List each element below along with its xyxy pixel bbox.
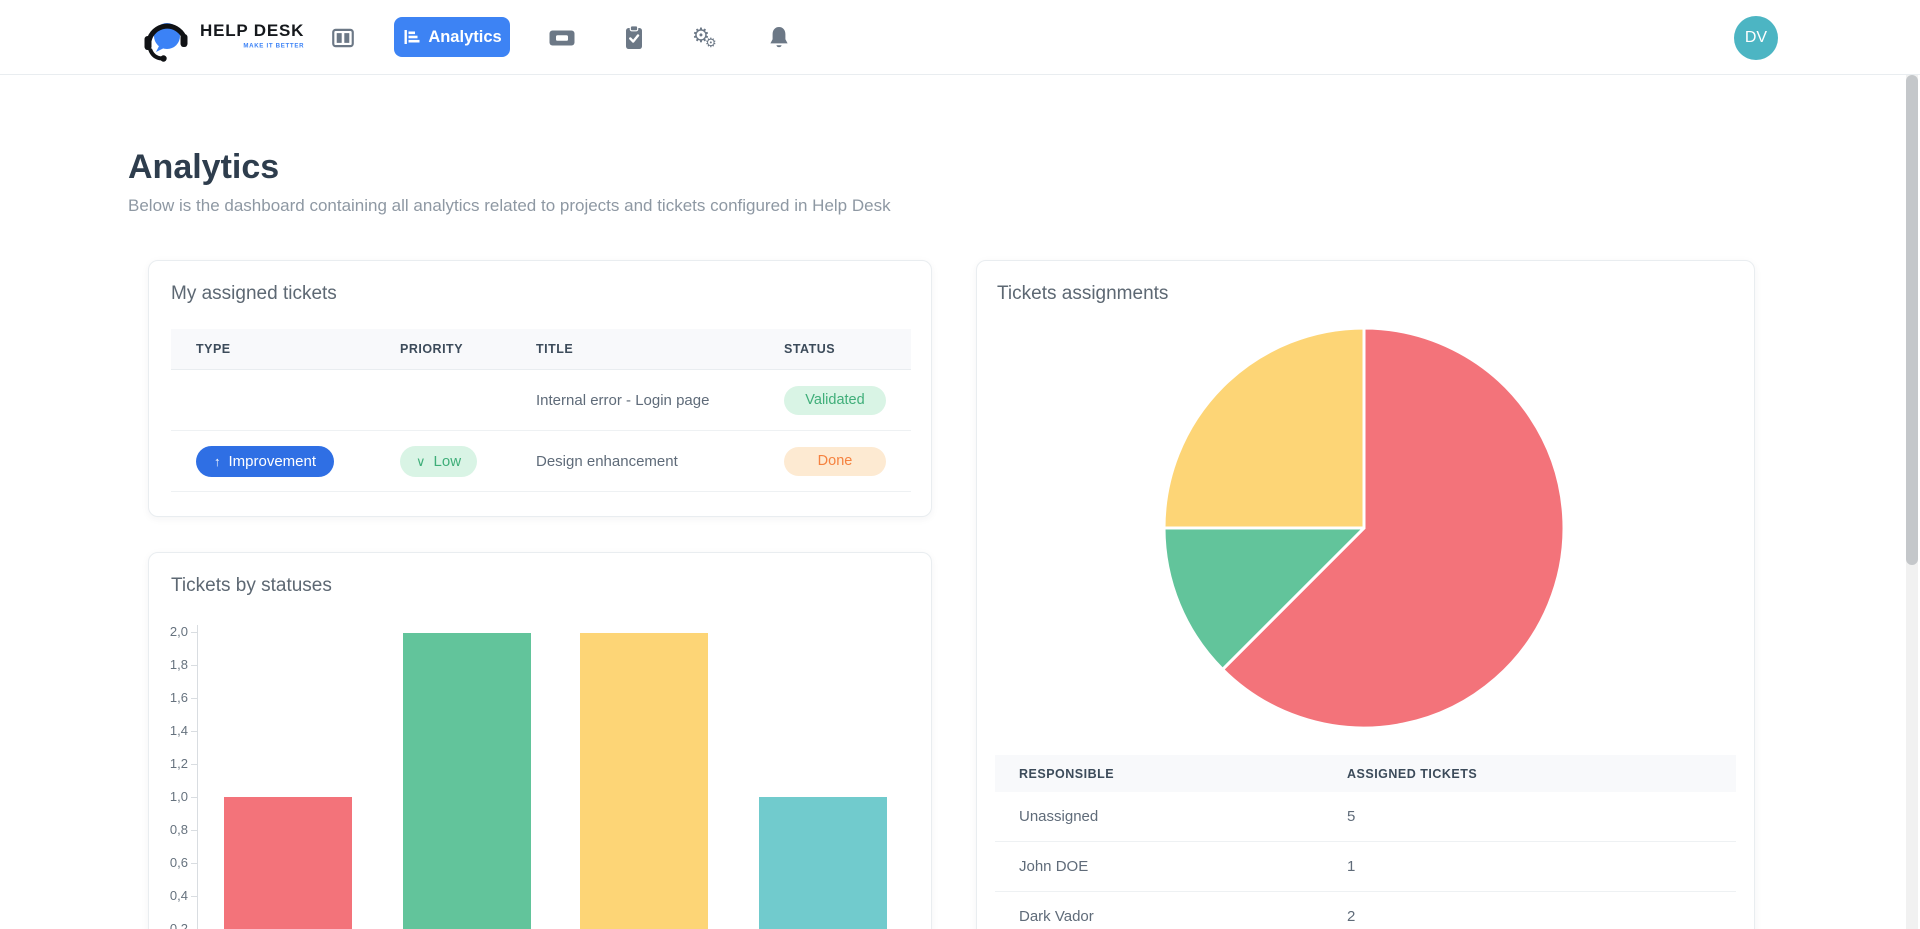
status-badge: Validated: [784, 385, 886, 415]
table-row: Unassigned 5: [995, 792, 1736, 842]
status-badge: Done: [784, 446, 886, 476]
table-row: John DOE 1: [995, 842, 1736, 892]
type-badge: ↑ Improvement: [196, 445, 335, 477]
page-subtitle: Below is the dashboard containing all an…: [128, 196, 891, 215]
nav-settings-button[interactable]: ⚙ ⚙: [692, 0, 717, 75]
brand-name: HELP DESK: [200, 20, 305, 40]
statuses-bar-chart: 2,0 1,8 1,6 1,4 1,2 1,0 0,8 0,6 0,4 0,2: [149, 553, 933, 929]
nav-board-button[interactable]: [330, 0, 356, 75]
y-tick-label: 0,4: [169, 888, 188, 903]
status-cell: Done: [759, 446, 911, 476]
notifications-bell-icon: [770, 26, 788, 47]
ticket-icon: [549, 30, 575, 45]
responsible-cell: John DOE: [1019, 858, 1089, 875]
pie-slice-john-doe: [1164, 526, 1366, 671]
tickets-assignments-card: Tickets assignments RESPONSIBLE ASSIGNED …: [976, 260, 1755, 929]
y-tick-mark: [191, 665, 197, 666]
type-cell: ↑ Improvement: [171, 445, 375, 477]
y-tick-label: 1,2: [169, 756, 188, 771]
status-badge-label: Done: [817, 452, 853, 469]
bar-2: [580, 633, 708, 929]
headset-logo-icon: [144, 23, 188, 62]
y-tick-label: 2,0: [169, 624, 188, 639]
pie-slice-unassigned: [1221, 328, 1564, 728]
y-tick-mark: [191, 698, 197, 699]
assignments-table-header: RESPONSIBLE ASSIGNED TICKETS: [995, 755, 1736, 792]
navbar: HELP DESK MAKE IT BETTER Analytics: [0, 0, 1920, 75]
clipboard-check-icon: [626, 24, 642, 49]
y-tick-label: 0,2: [169, 921, 188, 929]
priority-badge: ∨ Low: [400, 445, 478, 477]
table-row[interactable]: Internal error - Login page Validated: [171, 370, 911, 431]
y-tick-label: 0,6: [169, 855, 188, 870]
y-tick-mark: [191, 764, 197, 765]
y-tick-label: 1,4: [169, 723, 188, 738]
responsible-cell: Unassigned: [1019, 808, 1099, 825]
assigned-tickets-table: TYPE PRIORITY TITLE STATUS Internal error -…: [171, 329, 911, 492]
help-desk-logo[interactable]: HELP DESK MAKE IT BETTER: [140, 10, 304, 62]
column-header: ASSIGNED TICKETS: [1347, 766, 1478, 781]
column-header: STATUS: [784, 342, 836, 356]
analytics-button-label: Analytics: [428, 27, 502, 46]
responsible-cell: Dark Vador: [1019, 908, 1094, 925]
bar-0: [224, 797, 352, 929]
column-header: PRIORITY: [400, 342, 464, 356]
bar-1: [403, 633, 531, 929]
y-tick-label: 1,0: [169, 789, 188, 804]
y-tick-mark: [191, 863, 197, 864]
y-tick-label: 0,8: [169, 822, 188, 837]
assignments-table: RESPONSIBLE ASSIGNED TICKETS Unassigned 5 J…: [995, 755, 1736, 929]
column-header: TYPE: [196, 342, 231, 356]
nav-tasks-button[interactable]: [624, 0, 644, 75]
title-cell: Design enhancement: [536, 452, 678, 470]
y-tick-label: 1,8: [169, 657, 188, 672]
assigned-tickets-cell: 1: [1347, 858, 1356, 875]
brand-tagline: MAKE IT BETTER: [243, 41, 305, 49]
nav-analytics-button[interactable]: Analytics: [394, 17, 510, 57]
y-tick-mark: [191, 632, 197, 633]
y-tick-label: 1,6: [169, 690, 188, 705]
statuses-card-title: Tickets by statuses: [171, 575, 332, 596]
priority-cell: ∨ Low: [375, 445, 511, 477]
assignments-card-title: Tickets assignments: [997, 283, 1169, 304]
settings-gears-icon: ⚙ ⚙: [692, 25, 717, 50]
up-arrow-icon: ↑: [214, 453, 221, 469]
table-row: Dark Vador 2: [995, 892, 1736, 929]
chevron-down-icon: ∨: [416, 453, 426, 469]
nav-notifications-button[interactable]: [768, 0, 790, 75]
status-cell: Validated: [759, 385, 911, 415]
y-tick-mark: [191, 896, 197, 897]
status-badge-label: Validated: [805, 391, 865, 408]
assigned-tickets-cell: 5: [1347, 808, 1356, 825]
assignments-pie-chart: [1164, 328, 1564, 728]
analytics-bars-icon: [404, 30, 420, 44]
y-tick-mark: [191, 797, 197, 798]
assigned-tickets-cell: 2: [1347, 908, 1356, 925]
scrollbar-track[interactable]: [1906, 75, 1918, 929]
column-header: RESPONSIBLE: [1019, 766, 1115, 781]
page-title: Analytics: [128, 148, 280, 186]
y-tick-mark: [191, 830, 197, 831]
type-badge-label: Improvement: [228, 452, 317, 470]
assigned-tickets-card: My assigned tickets TYPE PRIORITY TITLE STA…: [148, 260, 932, 517]
bar-3: [759, 797, 887, 929]
y-axis-line: [197, 625, 198, 929]
scrollbar-thumb[interactable]: [1906, 75, 1918, 565]
nav-tickets-button[interactable]: [548, 0, 576, 75]
board-icon: [332, 28, 354, 47]
avatar[interactable]: DV: [1734, 16, 1778, 60]
tickets-by-statuses-card: Tickets by statuses 2,0 1,8 1,6 1,4 1,2 1,0 0,…: [148, 552, 932, 929]
title-cell: Internal error - Login page: [536, 391, 710, 409]
y-tick-mark: [191, 731, 197, 732]
assigned-table-header: TYPE PRIORITY TITLE STATUS: [171, 329, 911, 370]
pie-slice-dark-vador: [1164, 328, 1366, 530]
priority-badge-label: Low: [433, 452, 462, 470]
assigned-card-title: My assigned tickets: [171, 283, 337, 304]
column-header: TITLE: [536, 342, 574, 356]
table-row[interactable]: ↑ Improvement ∨ Low Design enhancement Done: [171, 431, 911, 492]
